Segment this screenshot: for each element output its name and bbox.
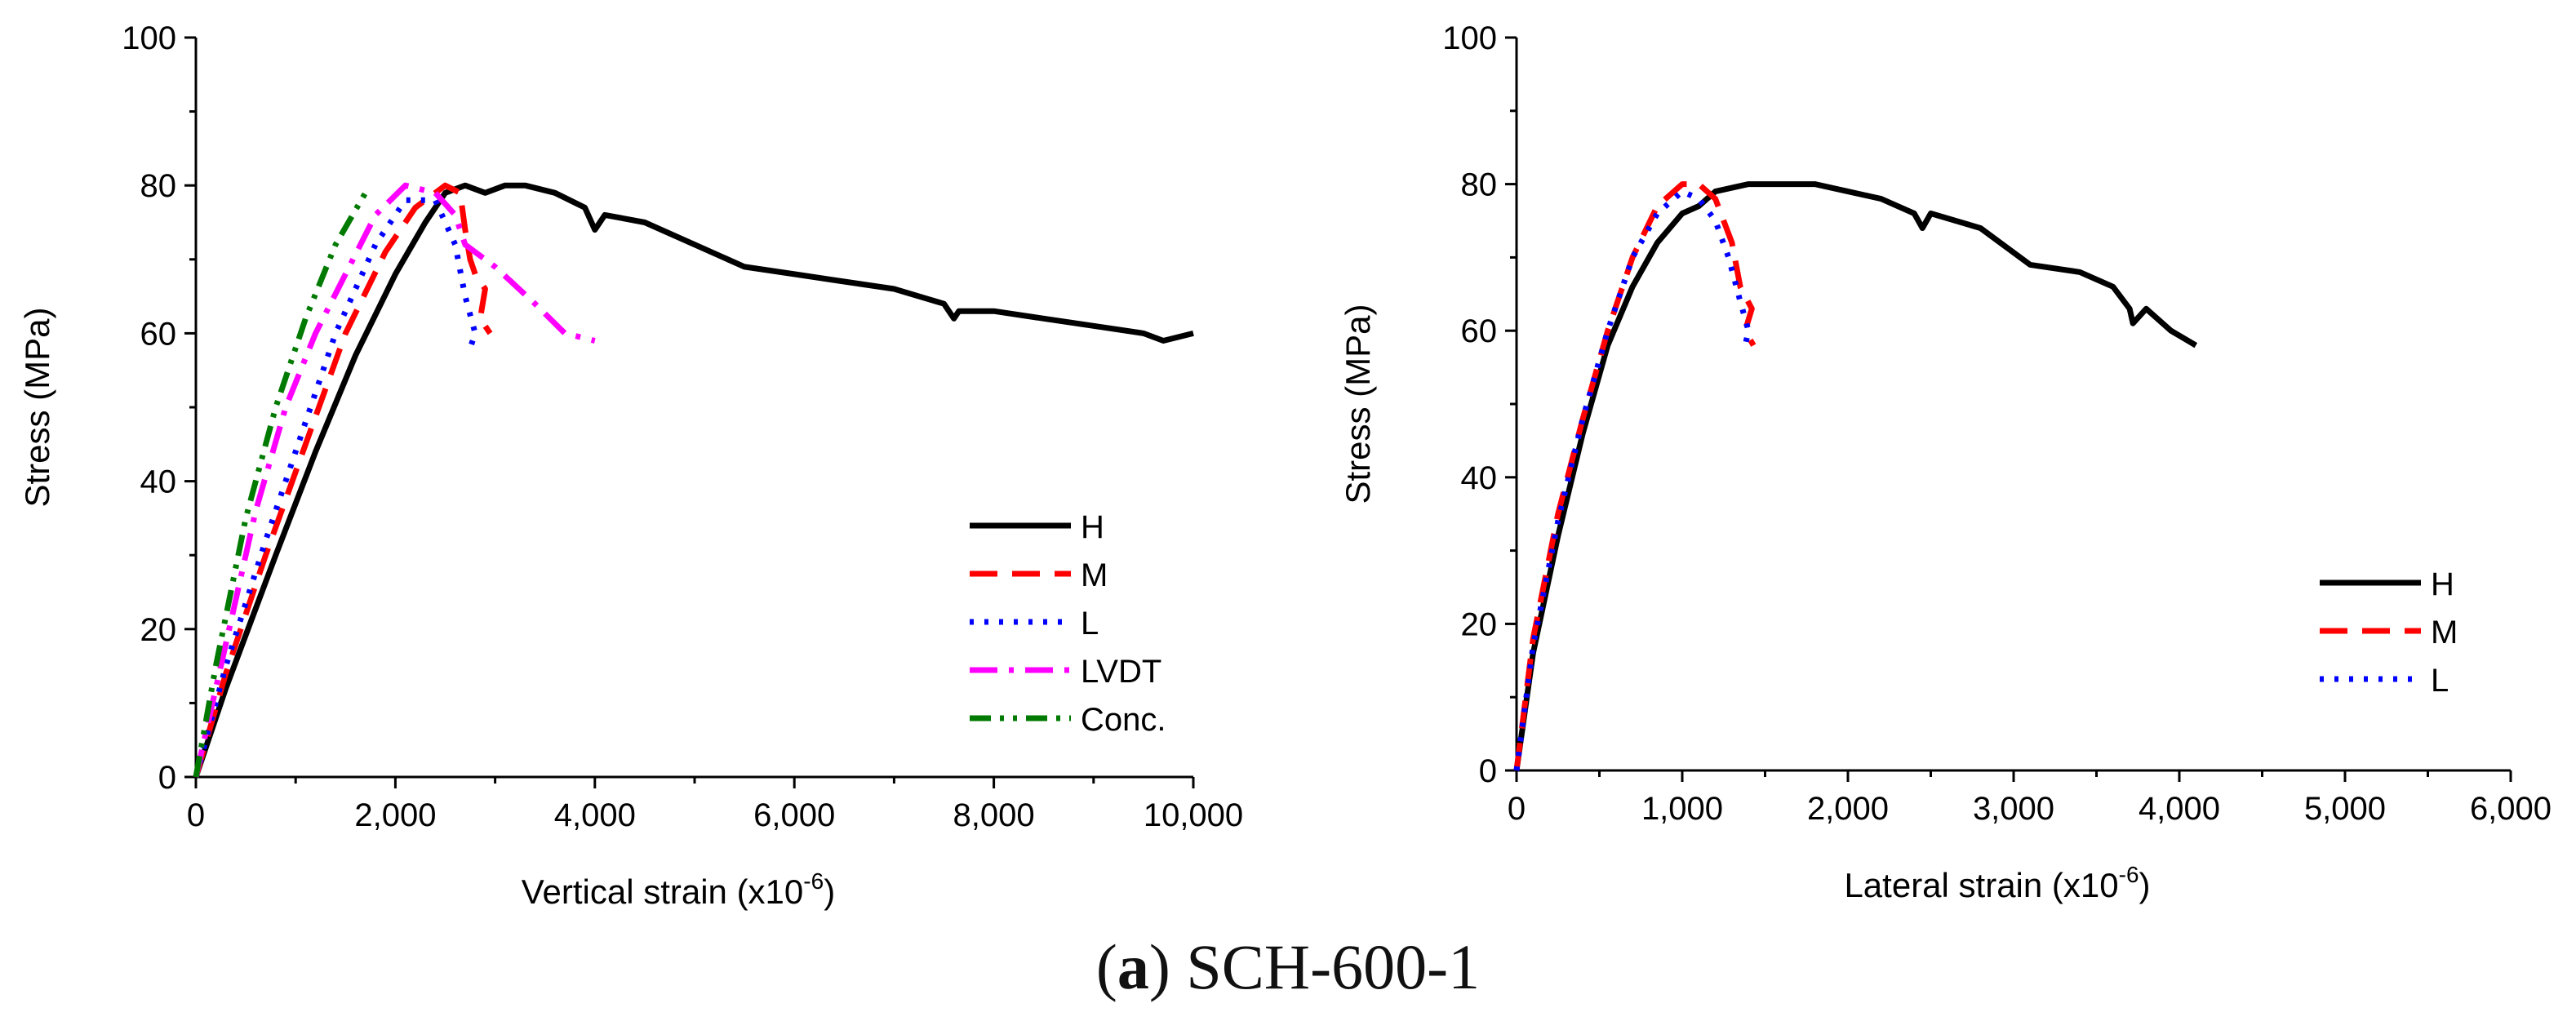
series-line-h (1513, 181, 2198, 771)
x-tick-label: 10,000 (1144, 797, 1243, 833)
legend-label: H (1081, 509, 1104, 545)
y-tick-label: 0 (1479, 753, 1497, 789)
y-tick-label: 100 (1442, 20, 1497, 56)
x-axis-label-main: Lateral strain (x10 (1844, 866, 2118, 904)
x-tick-label: 4,000 (554, 797, 636, 833)
legend-label: LVDT (1081, 654, 1161, 690)
series-line-l (193, 197, 478, 778)
series-line-h (193, 182, 1194, 779)
legend-label: L (2431, 663, 2449, 699)
y-tick-label: 0 (158, 760, 176, 796)
y-tick-label: 40 (140, 464, 177, 500)
x-axis-label: Lateral strain (x10-6) (1844, 862, 2150, 904)
y-tick-label: 80 (1461, 167, 1498, 203)
caption-paren-close: ) (1148, 931, 1170, 1002)
series-line-l (1513, 189, 1752, 771)
legend-label: H (2431, 566, 2454, 602)
y-tick-label: 20 (140, 612, 177, 648)
y-tick-label: 80 (140, 168, 177, 204)
caption-text: SCH-600-1 (1170, 931, 1481, 1002)
x-tick-label: 2,000 (1807, 791, 1889, 827)
x-axis-label-exponent: -6 (803, 868, 824, 894)
x-axis-label-tail: ) (2139, 866, 2151, 904)
caption-paren-open: ( (1095, 931, 1117, 1002)
x-tick-label: 0 (1508, 791, 1526, 827)
x-tick-label: 6,000 (2470, 791, 2552, 827)
y-axis-label: Stress (MPa) (18, 307, 56, 507)
series-line-lvdt (193, 182, 596, 778)
y-tick-label: 100 (122, 20, 176, 56)
x-tick-label: 2,000 (354, 797, 436, 833)
y-tick-label: 60 (1461, 313, 1498, 349)
x-axis-label-main: Vertical strain (x10 (522, 872, 803, 911)
x-tick-label: 1,000 (1641, 791, 1723, 827)
x-tick-label: 4,000 (2139, 791, 2220, 827)
x-axis-label-exponent: -6 (2119, 862, 2139, 887)
figure-caption: (a) SCH-600-1 (0, 930, 2576, 1004)
x-tick-label: 0 (187, 797, 205, 833)
series-line-m (193, 182, 493, 778)
y-axis-label: Stress (MPa) (1339, 304, 1377, 504)
caption-letter: a (1117, 931, 1149, 1002)
x-axis-label: Vertical strain (x10-6) (522, 868, 835, 911)
x-tick-label: 5,000 (2304, 791, 2386, 827)
x-tick-label: 3,000 (1973, 791, 2054, 827)
x-axis-label-tail: ) (824, 872, 835, 911)
legend-label: L (1081, 606, 1099, 642)
legend-label: M (2431, 615, 2458, 650)
x-tick-label: 8,000 (953, 797, 1035, 833)
y-tick-label: 60 (140, 316, 177, 352)
series-line-conc (193, 191, 368, 778)
chart-vertical-strain: 0 20 40 60 80 100 0 2,000 4,000 6,000 8,000 10,000 S… (18, 20, 1243, 911)
series-line-m (1513, 181, 1757, 771)
x-tick-label: 6,000 (753, 797, 835, 833)
y-tick-label: 40 (1461, 460, 1498, 496)
legend-label: M (1081, 557, 1108, 593)
chart-lateral-strain: 0 20 40 60 80 100 0 1,000 2,000 3,000 4,000 5,000 6,… (1339, 20, 2552, 904)
legend-label: Conc. (1081, 702, 1166, 738)
y-tick-label: 20 (1461, 606, 1498, 642)
